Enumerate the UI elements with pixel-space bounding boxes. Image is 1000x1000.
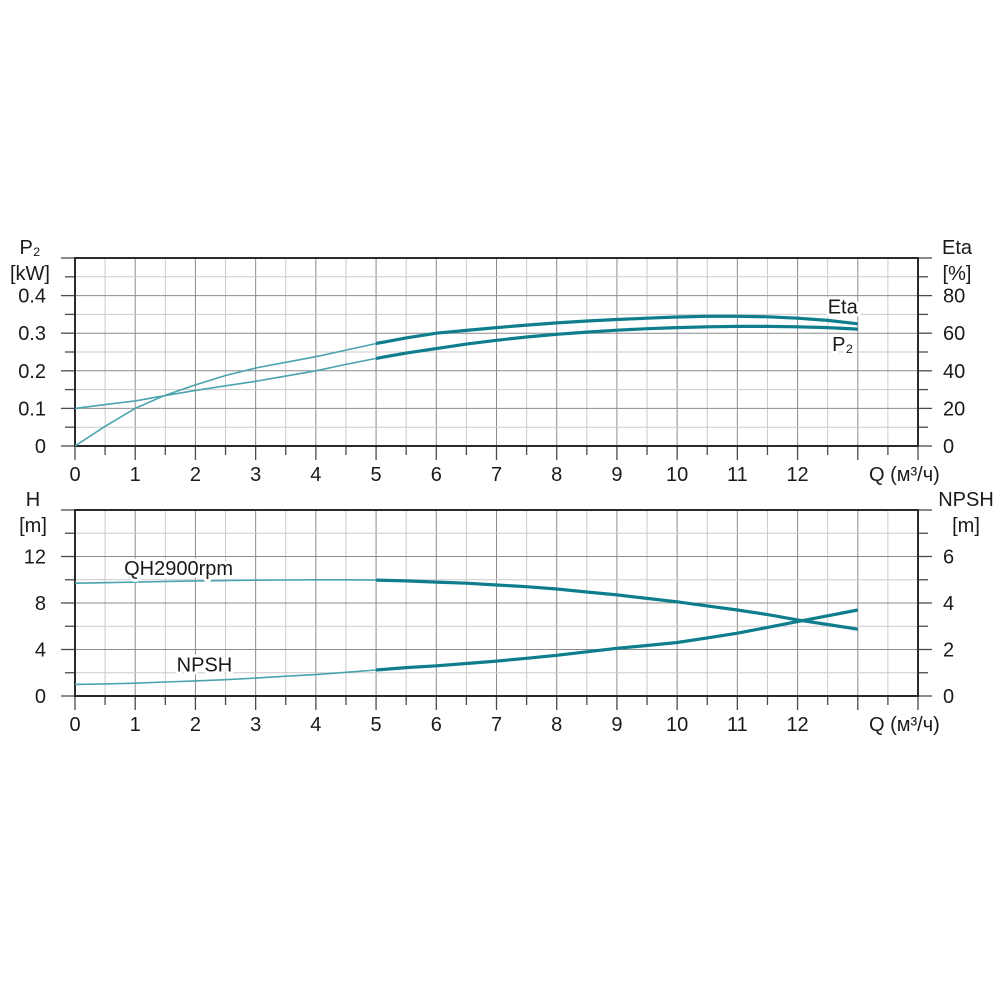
x-tick-label: 11	[727, 714, 748, 736]
NPSH-curve-thin	[74, 669, 377, 686]
right-tick-label: 6	[943, 547, 954, 569]
left-tick-label: 0.1	[18, 398, 46, 420]
x-tick-label: 9	[611, 714, 622, 736]
x-tick-label: 1	[130, 464, 141, 486]
QH2900rpm-curve-label: QH2900rpm	[124, 558, 233, 580]
P2-curve-bold	[375, 324, 858, 360]
x-tick-label: 2	[190, 714, 201, 736]
right-axis-name: Eta	[942, 237, 973, 259]
left-tick-label: 0	[35, 436, 46, 458]
x-tick-label: 5	[371, 714, 382, 736]
x-tick-label: 0	[69, 464, 80, 486]
x-tick-label: 10	[666, 714, 688, 736]
x-tick-label: 3	[250, 464, 261, 486]
Eta-curve-label: Eta	[828, 296, 859, 318]
right-tick-label: 20	[943, 398, 965, 420]
left-axis-name: P₂	[19, 237, 40, 259]
NPSH-curve-label: NPSH	[177, 655, 233, 677]
left-tick-label: 0	[35, 686, 46, 708]
x-axis-label: Q (м³/ч)	[869, 464, 940, 486]
x-tick-label: 6	[431, 464, 442, 486]
power-efficiency-chart: 0 1 2 3 4 5 6 7 8 9 10 11 12 Q (м³/ч)00.10.20.30.4020…	[10, 237, 973, 486]
head-npsh-chart: 0 1 2 3 4 5 6 7 8 9 10 11 12 Q (м³/ч)048120246H[m]NPS…	[19, 489, 994, 736]
x-tick-label: 11	[727, 464, 748, 486]
right-axis-unit: [m]	[952, 515, 980, 537]
left-tick-label: 12	[24, 547, 46, 569]
right-axis-name: NPSH	[938, 489, 994, 511]
x-tick-label: 6	[431, 714, 442, 736]
x-tick-label: 8	[551, 714, 562, 736]
P2-curve-label: P₂	[832, 334, 853, 356]
left-axis-name: H	[26, 489, 40, 511]
right-tick-label: 2	[943, 640, 954, 662]
x-tick-label: 12	[786, 464, 808, 486]
QH2900rpm-curve-thin	[74, 579, 377, 584]
x-tick-label: 0	[69, 714, 80, 736]
NPSH-curve-bold	[375, 608, 859, 672]
x-tick-label: 1	[130, 714, 141, 736]
x-tick-label: 12	[786, 714, 808, 736]
x-tick-label: 7	[491, 714, 502, 736]
left-axis-unit: [m]	[19, 515, 47, 537]
x-tick-label: 5	[371, 464, 382, 486]
right-tick-label: 0	[943, 436, 954, 458]
x-tick-label: 8	[551, 464, 562, 486]
right-tick-label: 60	[943, 323, 965, 345]
Eta-curve-thin	[74, 342, 377, 447]
left-tick-label: 0.4	[18, 286, 46, 308]
QH2900rpm-curve-bold	[376, 578, 859, 631]
plot-frame	[74, 509, 919, 697]
left-tick-label: 0.2	[18, 361, 46, 383]
right-tick-label: 4	[943, 593, 954, 615]
right-axis-unit: [%]	[943, 263, 972, 285]
x-tick-label: 3	[250, 714, 261, 736]
right-tick-label: 80	[943, 286, 965, 308]
x-tick-label: 7	[491, 464, 502, 486]
left-tick-label: 8	[35, 593, 46, 615]
left-tick-label: 0.3	[18, 323, 46, 345]
plot-frame	[74, 257, 919, 447]
x-tick-label: 9	[611, 464, 622, 486]
x-tick-label: 4	[310, 714, 321, 736]
P2-curve-thin	[74, 357, 377, 410]
x-axis-label: Q (м³/ч)	[869, 714, 940, 736]
x-tick-label: 2	[190, 464, 201, 486]
x-tick-label: 10	[666, 464, 688, 486]
right-tick-label: 0	[943, 686, 954, 708]
left-tick-label: 4	[35, 640, 46, 662]
Eta-curve-bold	[375, 314, 858, 346]
x-tick-label: 4	[310, 464, 321, 486]
right-tick-label: 40	[943, 361, 965, 383]
left-axis-unit: [kW]	[10, 263, 50, 285]
